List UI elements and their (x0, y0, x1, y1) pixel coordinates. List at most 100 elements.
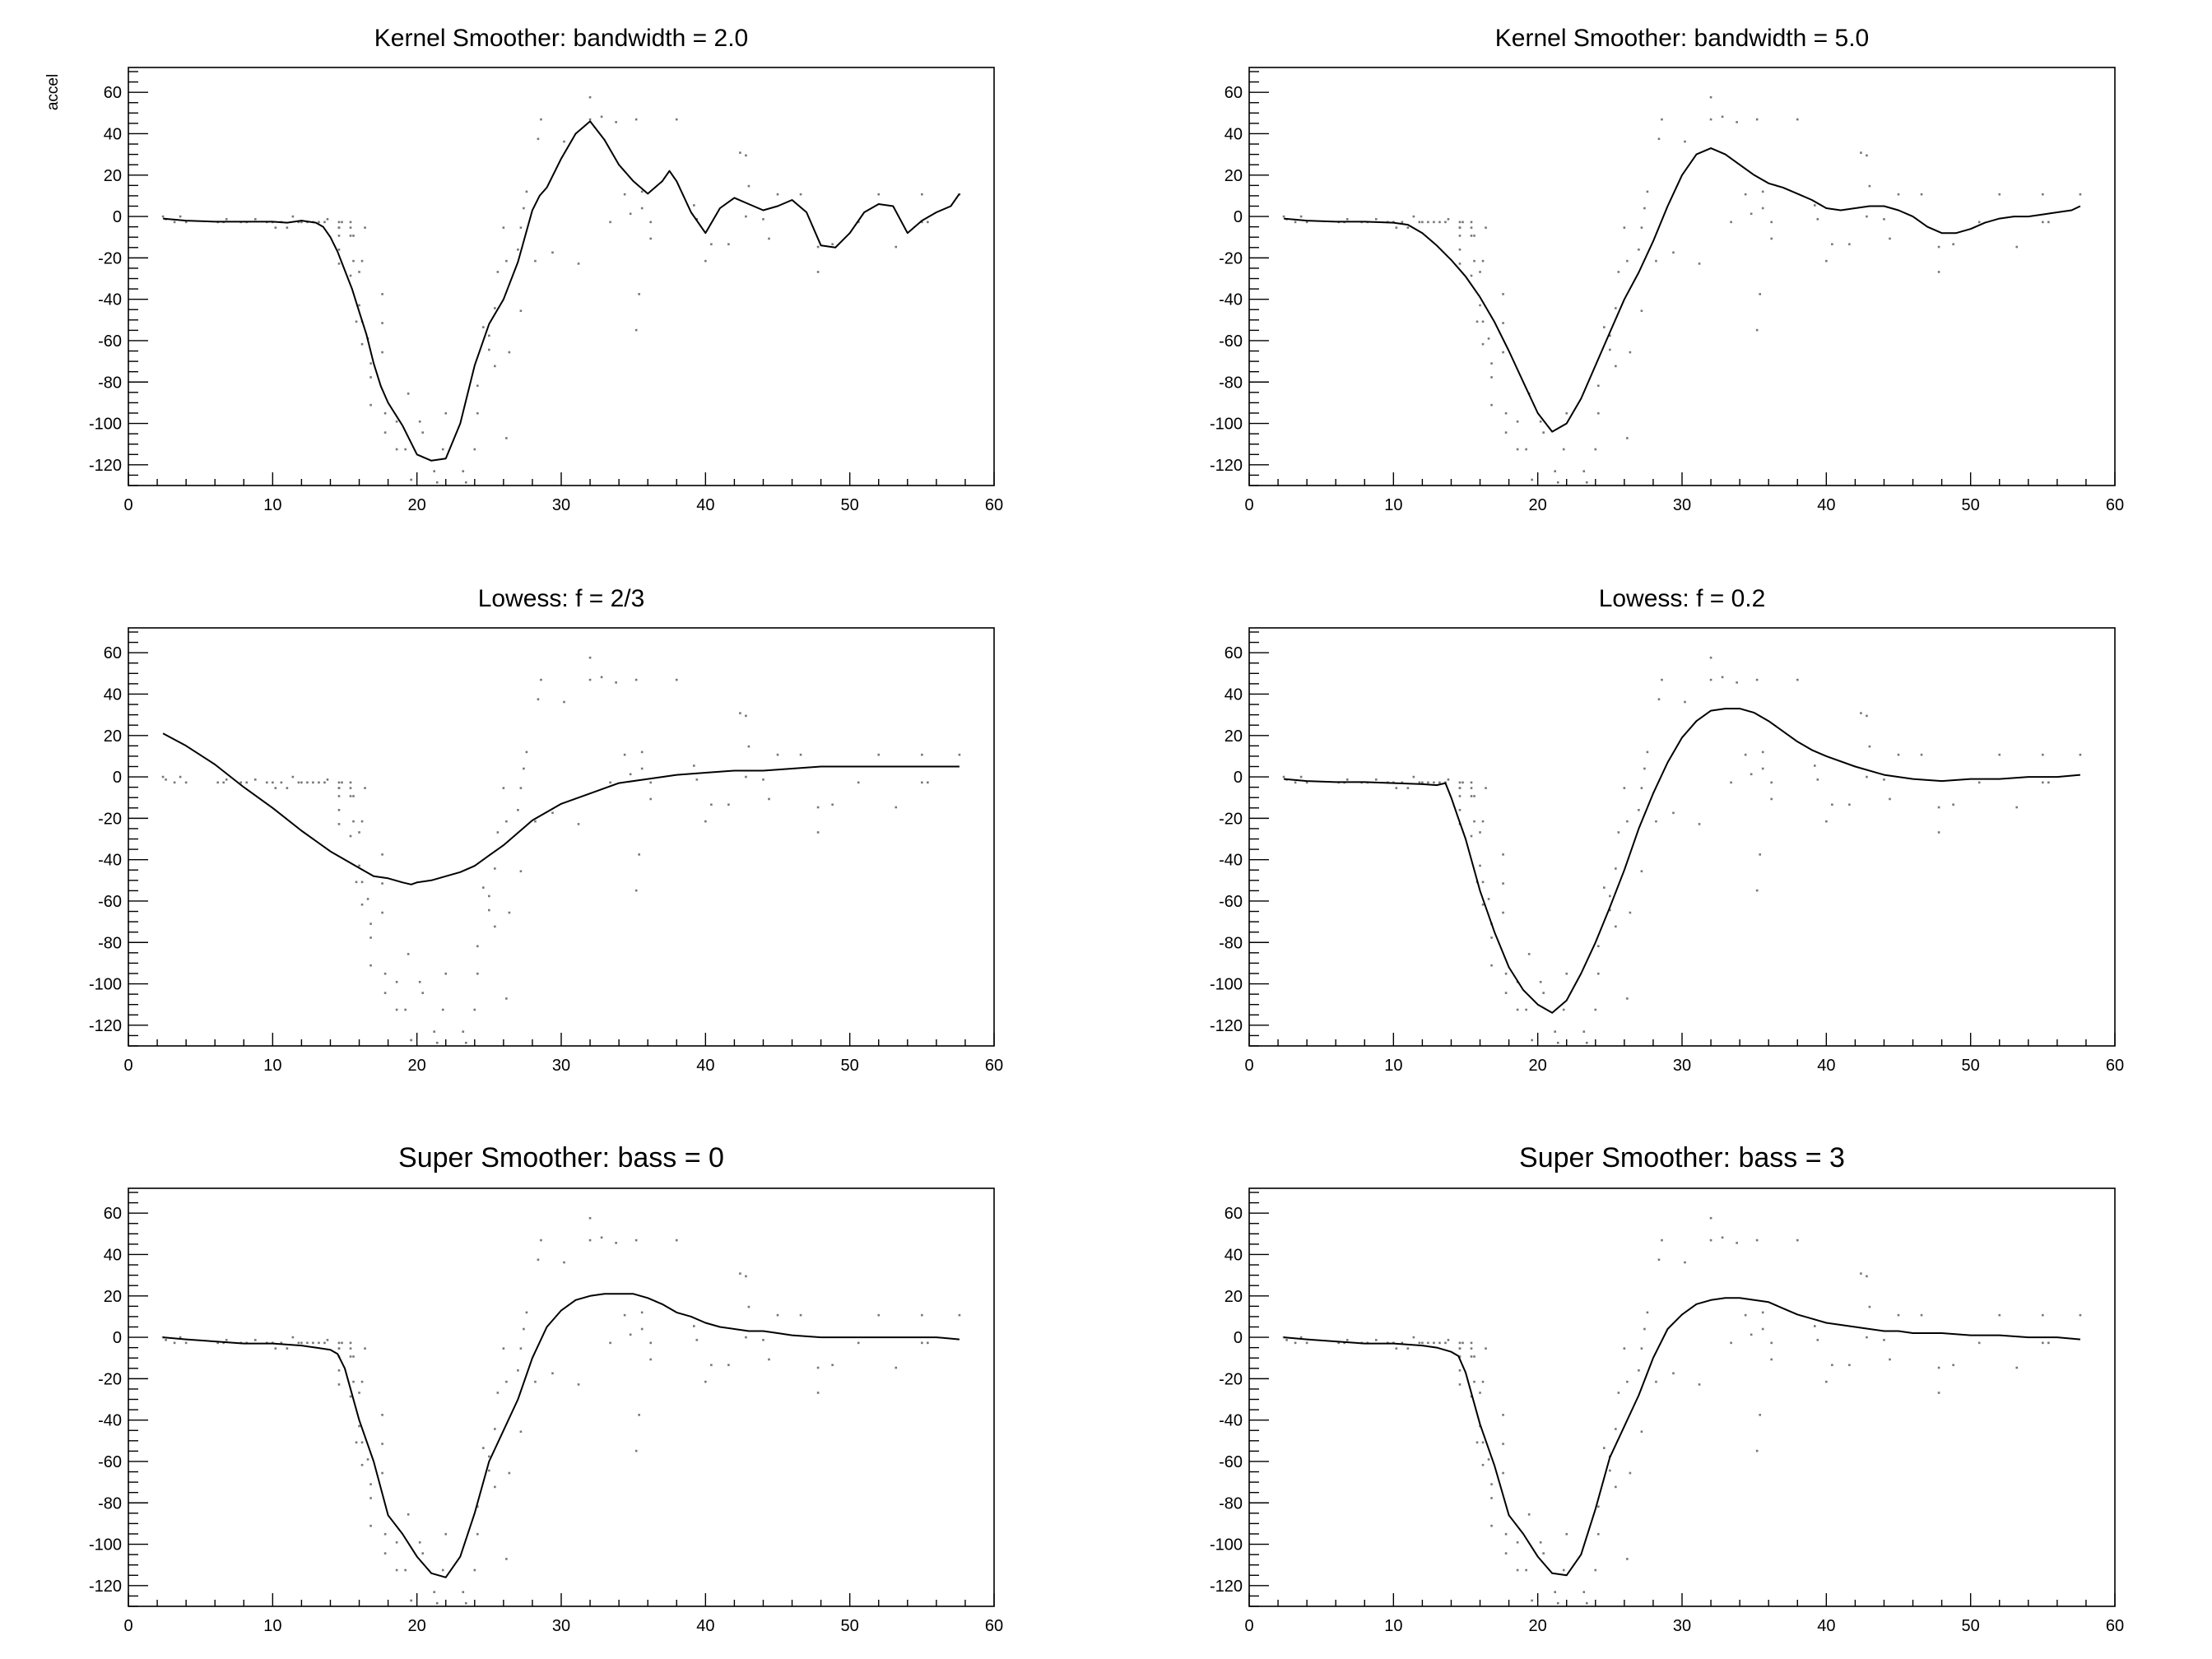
data-point (476, 1532, 479, 1536)
data-point (352, 1380, 355, 1383)
y-tick-label: -80 (1219, 1494, 1243, 1513)
data-point (1848, 1364, 1851, 1367)
data-point (184, 781, 188, 784)
y-tick-label: -100 (1210, 1536, 1243, 1554)
data-point (1736, 1242, 1738, 1244)
data-point (494, 867, 496, 870)
data-point (747, 184, 750, 188)
data-point (1998, 1313, 2001, 1317)
data-point (534, 1380, 537, 1383)
data-point (395, 1568, 398, 1572)
data-point (704, 820, 707, 823)
data-point (519, 309, 523, 313)
data-point (1937, 1392, 1940, 1394)
data-point (161, 775, 165, 778)
plot-frame (128, 627, 995, 1047)
y-tick-label: -120 (1210, 1578, 1243, 1596)
data-point (927, 1341, 929, 1345)
data-point (1744, 193, 1747, 196)
data-point (1615, 365, 1617, 368)
data-point (433, 1591, 436, 1593)
data-point (1479, 1392, 1481, 1394)
data-point (799, 193, 802, 196)
data-point (1427, 1341, 1429, 1345)
y-tick-label: 0 (113, 1329, 122, 1347)
data-point (381, 853, 383, 856)
data-point (341, 221, 343, 224)
data-point (1490, 936, 1493, 939)
y-tick-label: -20 (1219, 810, 1243, 828)
plot-frame (1248, 1187, 2116, 1607)
data-point (352, 820, 355, 823)
data-point (895, 245, 898, 249)
y-tick-label: -100 (89, 416, 122, 434)
data-point (1770, 1341, 1773, 1345)
data-point (1458, 1355, 1462, 1358)
data-point (1395, 226, 1398, 229)
y-tick-label: 40 (104, 1246, 122, 1264)
y-tick-label: -60 (98, 1453, 122, 1471)
data-point (649, 237, 653, 240)
data-point (1761, 767, 1764, 770)
data-point (640, 767, 644, 770)
data-point (225, 218, 228, 221)
data-point (326, 1339, 329, 1341)
data-point (1623, 226, 1626, 229)
data-point (563, 140, 565, 143)
data-point (1638, 809, 1640, 811)
x-tick-label: 50 (841, 1057, 859, 1075)
data-point (1761, 207, 1764, 210)
data-point (1470, 1355, 1473, 1358)
data-point (1866, 154, 1868, 157)
data-point (488, 1455, 490, 1458)
data-point (1597, 411, 1600, 415)
data-point (1562, 1568, 1565, 1572)
data-point (2042, 781, 2044, 784)
data-point (173, 1341, 176, 1345)
y-tick-label: -20 (1219, 1370, 1243, 1388)
data-point (418, 420, 421, 423)
data-point (1473, 259, 1475, 263)
data-point (2047, 1341, 2050, 1345)
data-point (525, 750, 528, 754)
data-point (1481, 1441, 1485, 1444)
data-point (1889, 237, 1891, 240)
data-point (739, 1272, 741, 1275)
data-point (1814, 1325, 1816, 1327)
data-point (482, 326, 485, 328)
data-point (1998, 753, 2001, 756)
data-point (1490, 1483, 1493, 1485)
y-tick-label: 40 (1224, 685, 1243, 704)
data-point (1458, 1341, 1462, 1345)
data-point (488, 348, 490, 351)
data-point (727, 1364, 730, 1367)
data-point (649, 781, 653, 784)
data-point (1640, 870, 1643, 873)
data-point (1597, 384, 1600, 388)
data-point (517, 809, 519, 811)
data-point (1623, 787, 1626, 789)
data-point (323, 781, 326, 784)
data-point (1609, 334, 1611, 337)
data-point (1479, 304, 1481, 307)
data-point (816, 806, 820, 809)
data-point (444, 411, 448, 415)
y-tick-label: 20 (1224, 167, 1243, 185)
data-point (473, 1008, 476, 1011)
data-point (286, 1347, 289, 1350)
data-point (1755, 889, 1759, 892)
data-point (540, 1238, 542, 1242)
x-tick-label: 10 (1384, 1617, 1402, 1635)
data-point (1640, 787, 1643, 789)
data-point (1502, 882, 1504, 885)
data-point (253, 1339, 257, 1341)
data-point (1761, 750, 1764, 754)
data-point (1814, 204, 1816, 207)
data-point (1412, 1336, 1415, 1339)
y-tick-label: 40 (104, 125, 122, 143)
data-point (173, 781, 176, 784)
data-point (739, 151, 741, 154)
data-point (1603, 886, 1606, 889)
data-point (435, 1041, 439, 1044)
x-tick-label: 30 (1673, 496, 1691, 514)
